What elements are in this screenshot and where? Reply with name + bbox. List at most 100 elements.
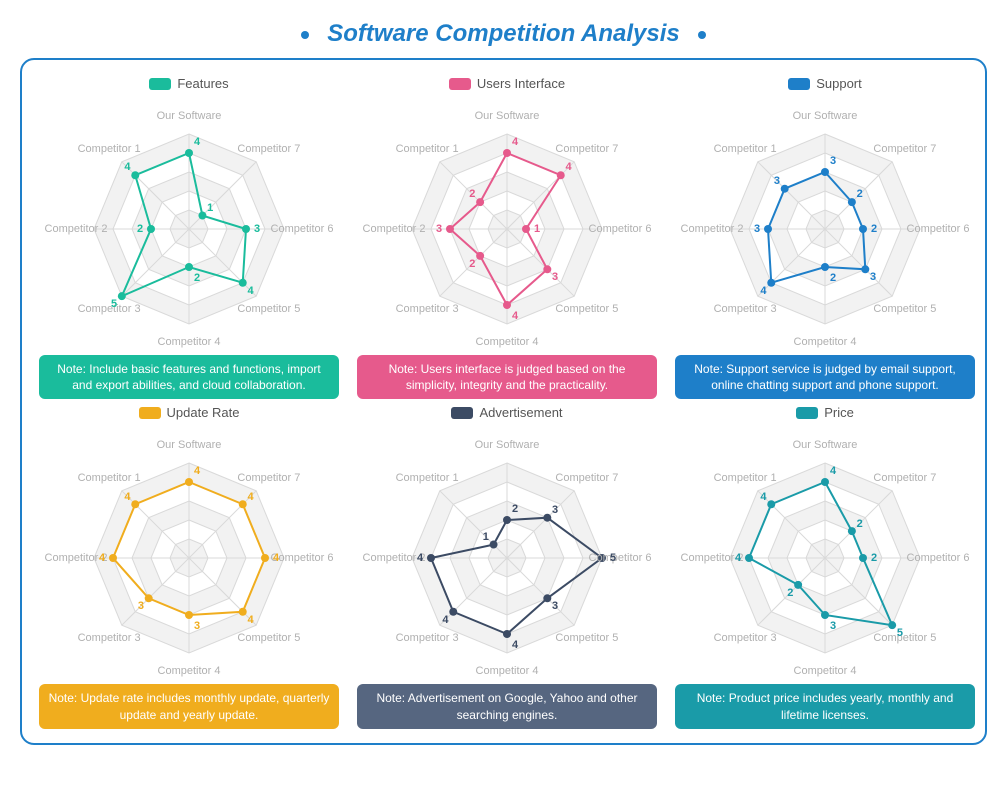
legend-label: Update Rate [167, 405, 240, 420]
value-label: 4 [760, 285, 766, 297]
axis-label: Competitor 3 [78, 632, 141, 644]
axis-label: Our Software [157, 110, 222, 122]
value-label: 4 [124, 491, 130, 503]
value-label: 5 [111, 298, 117, 310]
legend-swatch [451, 407, 473, 419]
legend-swatch [788, 78, 810, 90]
axis-label: Competitor 4 [476, 665, 539, 677]
value-label: 4 [124, 161, 130, 173]
axis-label: Competitor 1 [396, 472, 459, 484]
radar-chart: Our SoftwareCompetitor 7Competitor 6Comp… [350, 93, 664, 353]
radar-chart: Our Software Competitor 7 Competitor 6 Comp… [350, 422, 664, 682]
chart-note: Note: Include basic features and functio… [39, 355, 339, 399]
axis-label: Competitor 5 [555, 303, 618, 315]
axis-label: Competitor 6 [271, 552, 334, 564]
axis-label: Competitor 7 [237, 143, 300, 155]
value-label: 4 [565, 161, 571, 173]
legend-swatch [796, 407, 818, 419]
axis-label: Competitor 6 [589, 223, 652, 235]
legend-label: Support [816, 76, 862, 91]
value-label: 3 [552, 271, 558, 283]
axis-label: Competitor 5 [237, 303, 300, 315]
value-label: 2 [469, 258, 475, 270]
value-label: 3 [138, 600, 144, 612]
legend-swatch [149, 78, 171, 90]
value-label: 4 [247, 491, 253, 503]
value-label: 2 [871, 552, 877, 564]
value-label: 1 [207, 202, 213, 214]
legend: Update Rate [139, 405, 240, 420]
axis-label: Competitor 5 [555, 632, 618, 644]
axis-label: Competitor 7 [237, 472, 300, 484]
value-label: 3 [774, 175, 780, 187]
value-label: 4 [273, 552, 279, 564]
main-panel: Features Our Software Competitor 7 Competit… [20, 58, 987, 745]
radar-cell: Update RateOur SoftwareCompetitor 7Compe… [32, 399, 346, 728]
chart-note: Note: Users interface is judged based on… [357, 355, 657, 399]
chart-note: Note: Support service is judged by email… [675, 355, 975, 399]
value-label: 2 [857, 188, 863, 200]
radar-chart: Our SoftwareCompetitor 7Competitor 6Comp… [668, 93, 982, 353]
axis-label: Competitor 1 [78, 143, 141, 155]
chart-note: Note: Advertisement on Google, Yahoo and… [357, 684, 657, 728]
axis-label: Competitor 5 [873, 303, 936, 315]
axis-label: Competitor 6 [271, 223, 334, 235]
value-label: 2 [512, 503, 518, 515]
chart-note: Note: Update rate includes monthly updat… [39, 684, 339, 728]
radar-chart: Our Software Competitor 7 Competitor 6 Comp… [32, 93, 346, 353]
axis-label: Competitor 3 [78, 303, 141, 315]
axis-label: Competitor 6 [589, 552, 652, 564]
value-label: 2 [830, 272, 836, 284]
value-label: 3 [830, 620, 836, 632]
value-label: 2 [857, 518, 863, 530]
axis-label: Competitor 4 [158, 336, 221, 348]
value-label: 3 [754, 223, 760, 235]
value-label: 4 [194, 136, 200, 148]
value-label: 4 [247, 614, 253, 626]
value-label: 3 [552, 600, 558, 612]
axis-label: Competitor 3 [396, 632, 459, 644]
axis-label: Competitor 7 [555, 472, 618, 484]
title-dot-right [698, 31, 706, 39]
legend-label: Users Interface [477, 76, 565, 91]
value-label: 4 [194, 465, 200, 477]
value-label: 2 [871, 223, 877, 235]
axis-label: Our Software [793, 110, 858, 122]
radar-cell: Support Our Software Competitor 7 Competito… [668, 70, 982, 399]
value-label: 2 [194, 272, 200, 284]
chart-note: Note: Product price includes yearly, mon… [675, 684, 975, 728]
axis-label: Our Software [475, 439, 540, 451]
value-label: 4 [512, 136, 518, 148]
value-label: 2 [787, 587, 793, 599]
value-label: 1 [534, 223, 540, 235]
axis-label: Our Software [475, 110, 540, 122]
axis-label: Competitor 5 [873, 632, 936, 644]
axis-label: Competitor 2 [363, 223, 426, 235]
value-label: 3 [870, 271, 876, 283]
legend-label: Price [824, 405, 854, 420]
axis-label: Competitor 3 [714, 632, 777, 644]
legend: Features [149, 76, 228, 91]
value-label: 2 [469, 188, 475, 200]
legend-swatch [139, 407, 161, 419]
value-label: 4 [99, 552, 105, 564]
value-label: 5 [610, 552, 616, 564]
axis-label: Competitor 5 [237, 632, 300, 644]
value-label: 3 [254, 223, 260, 235]
axis-label: Competitor 1 [714, 143, 777, 155]
radar-cell: Advertisement Our Software Competitor 7 Com… [350, 399, 664, 728]
value-label: 4 [830, 465, 836, 477]
value-label: 4 [512, 639, 518, 651]
axis-label: Competitor 7 [873, 472, 936, 484]
legend-swatch [449, 78, 471, 90]
axis-label: Competitor 1 [78, 472, 141, 484]
value-label: 4 [512, 310, 518, 322]
axis-label: Competitor 1 [714, 472, 777, 484]
legend-label: Features [177, 76, 228, 91]
page-title: Software Competition Analysis [20, 20, 987, 48]
legend-label: Advertisement [479, 405, 562, 420]
axis-label: Competitor 7 [873, 143, 936, 155]
axis-label: Competitor 3 [396, 303, 459, 315]
value-label: 4 [760, 491, 766, 503]
axis-label: Competitor 3 [714, 303, 777, 315]
